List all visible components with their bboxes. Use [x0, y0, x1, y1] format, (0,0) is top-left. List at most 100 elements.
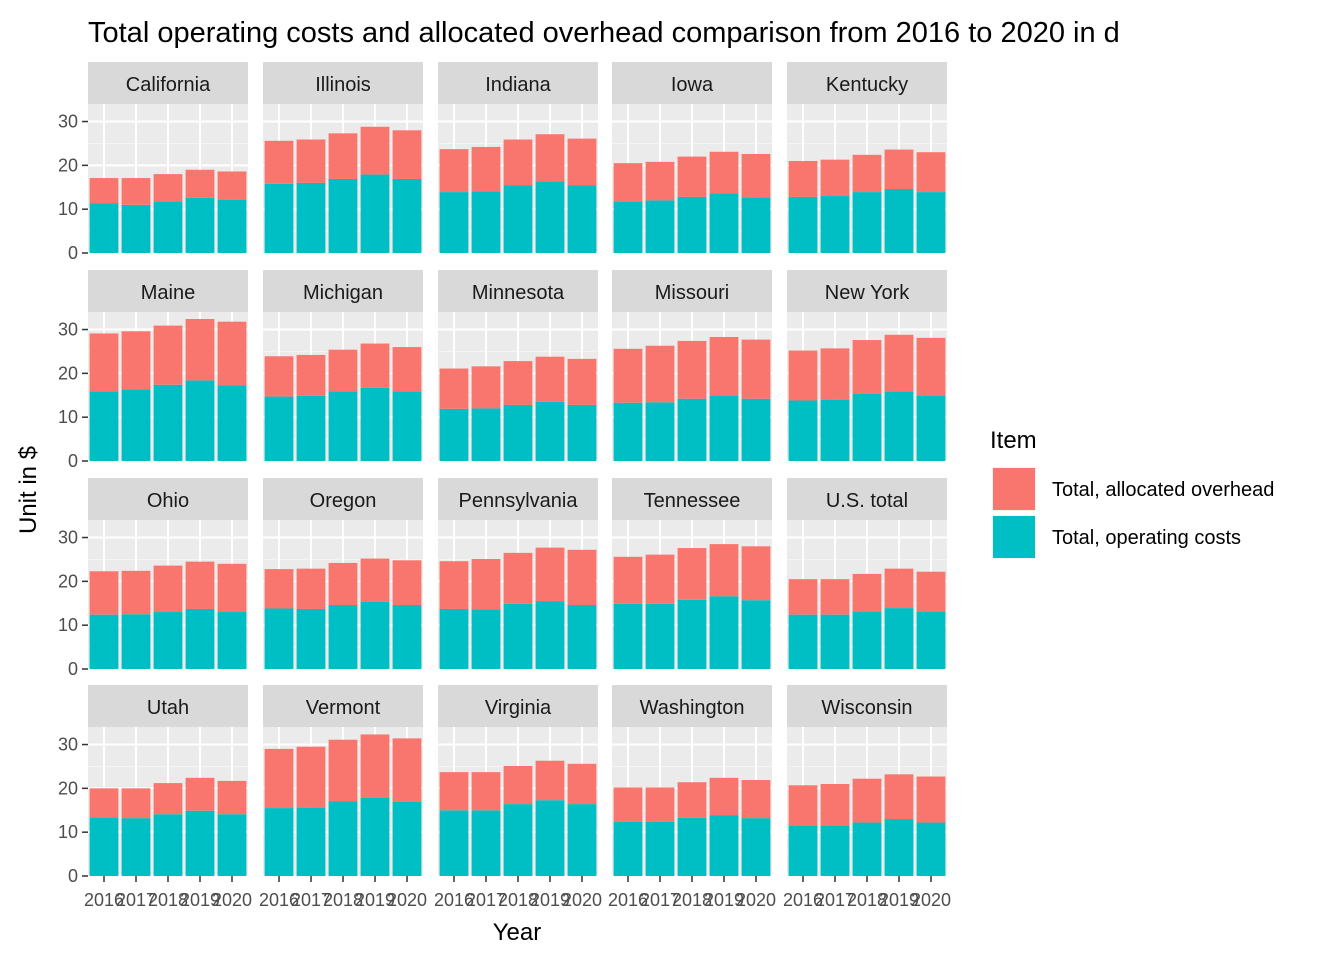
x-tick-label: 2017 [291, 890, 331, 910]
bar-operating-ohio-2016 [89, 614, 119, 669]
bar-overhead-michigan-2020 [392, 347, 422, 392]
bar-operating-oregon-2016 [264, 608, 294, 669]
bar-overhead-tennessee-2016 [613, 556, 643, 604]
strip-virginia [438, 685, 598, 727]
bar-overhead-missouri-2019 [709, 336, 739, 396]
bar-operating-ohio-2018 [153, 612, 183, 669]
bar-operating-virginia-2017 [471, 810, 501, 876]
x-tick-label: 2017 [466, 890, 506, 910]
bar-operating-maine-2017 [121, 389, 151, 461]
strip-label-minnesota: Minnesota [472, 282, 565, 304]
bar-overhead-kentucky-2016 [788, 160, 818, 197]
bar-overhead-oregon-2017 [296, 568, 326, 609]
legend: Item Total, allocated overhead Total, ope… [990, 427, 1274, 559]
panel-kentucky: Kentucky [787, 62, 947, 254]
bar-operating-washington-2017 [645, 821, 675, 876]
bar-overhead-wisconsin-2019 [884, 774, 914, 820]
y-tick-label: 0 [68, 866, 78, 886]
bar-operating-wisconsin-2019 [884, 819, 914, 876]
bar-operating-california-2018 [153, 201, 183, 253]
bar-operating-kentucky-2017 [820, 196, 850, 253]
bar-operating-wisconsin-2018 [852, 822, 882, 876]
legend-swatch-total-allocated-overhead [993, 468, 1035, 510]
strip-indiana [438, 62, 598, 104]
strip-label-california: California [126, 74, 211, 96]
bar-overhead-vermont-2018 [328, 739, 358, 802]
x-tick-label: 2019 [879, 890, 919, 910]
bar-overhead-california-2019 [185, 169, 215, 198]
bar-operating-indiana-2020 [567, 185, 597, 253]
bar-operating-california-2019 [185, 197, 215, 253]
bar-operating-illinois-2017 [296, 182, 326, 253]
bar-operating-tennessee-2016 [613, 603, 643, 669]
bar-operating-pennsylvania-2018 [503, 603, 533, 669]
panel-washington: Washington [612, 685, 772, 877]
bar-overhead-kentucky-2020 [916, 152, 946, 193]
panels-layer: California Illinois Indiana Iowa Kentucky Mai… [88, 62, 947, 877]
strip-kentucky [787, 62, 947, 104]
bar-overhead-michigan-2019 [360, 343, 390, 388]
bar-operating-illinois-2018 [328, 178, 358, 253]
bar-operating-kentucky-2020 [916, 192, 946, 253]
bar-operating-minnesota-2018 [503, 404, 533, 461]
bar-overhead-vermont-2016 [264, 748, 294, 809]
bar-overhead-virginia-2019 [535, 760, 565, 801]
strip-michigan [263, 270, 423, 312]
bar-operating-oregon-2018 [328, 605, 358, 669]
strip-label-ohio: Ohio [147, 490, 189, 512]
strip-illinois [263, 62, 423, 104]
panel-wisconsin: Wisconsin [787, 685, 947, 877]
strip-utah [88, 685, 248, 727]
panel-new-york: New York [787, 270, 947, 462]
bar-operating-indiana-2016 [439, 192, 469, 253]
bar-overhead-oregon-2020 [392, 560, 422, 606]
strip-label-kentucky: Kentucky [826, 74, 908, 96]
bar-overhead-illinois-2018 [328, 133, 358, 179]
bar-operating-illinois-2016 [264, 183, 294, 253]
panel-california: California [88, 62, 248, 254]
bar-overhead-vermont-2020 [392, 738, 422, 802]
x-tick-label: 2018 [672, 890, 712, 910]
strip-tennessee [612, 478, 772, 520]
bar-operating-vermont-2020 [392, 801, 422, 876]
bar-operating-ohio-2017 [121, 614, 151, 669]
bar-operating-new-york-2017 [820, 399, 850, 461]
bar-overhead-virginia-2018 [503, 766, 533, 805]
x-tick-label: 2017 [640, 890, 680, 910]
x-tick-label: 2019 [530, 890, 570, 910]
bar-operating-pennsylvania-2016 [439, 608, 469, 669]
bar-operating-maine-2019 [185, 380, 215, 461]
bar-overhead-ohio-2017 [121, 570, 151, 615]
strip-u-s-total [787, 478, 947, 520]
bar-operating-pennsylvania-2020 [567, 605, 597, 669]
strip-label-virginia: Virginia [485, 697, 552, 719]
legend-title: Item [990, 427, 1037, 454]
bar-overhead-new-york-2019 [884, 334, 914, 392]
y-tick-label: 20 [58, 363, 78, 383]
bar-overhead-illinois-2016 [264, 140, 294, 184]
bar-overhead-ohio-2020 [217, 563, 247, 613]
bar-operating-wisconsin-2020 [916, 822, 946, 876]
y-tick-label: 10 [58, 822, 78, 842]
bar-operating-kentucky-2018 [852, 192, 882, 253]
panel-vermont: Vermont [263, 685, 423, 877]
strip-new-york [787, 270, 947, 312]
bar-overhead-virginia-2016 [439, 772, 469, 811]
bar-overhead-tennessee-2020 [741, 546, 771, 601]
strip-california [88, 62, 248, 104]
x-tick-label: 2016 [259, 890, 299, 910]
bar-operating-maine-2020 [217, 385, 247, 461]
bar-overhead-oregon-2018 [328, 562, 358, 606]
bar-overhead-michigan-2016 [264, 356, 294, 397]
legend-label-total-operating-costs: Total, operating costs [1052, 527, 1241, 549]
bar-overhead-missouri-2018 [677, 340, 707, 399]
bar-overhead-u-s-total-2017 [820, 579, 850, 615]
bar-overhead-u-s-total-2018 [852, 573, 882, 612]
panel-ohio: Ohio [88, 478, 248, 670]
bar-operating-utah-2018 [153, 814, 183, 876]
bar-operating-utah-2019 [185, 810, 215, 876]
y-tick-label: 0 [68, 243, 78, 263]
bar-operating-new-york-2016 [788, 400, 818, 461]
y-tick-label: 10 [58, 199, 78, 219]
y-tick-label: 0 [68, 659, 78, 679]
